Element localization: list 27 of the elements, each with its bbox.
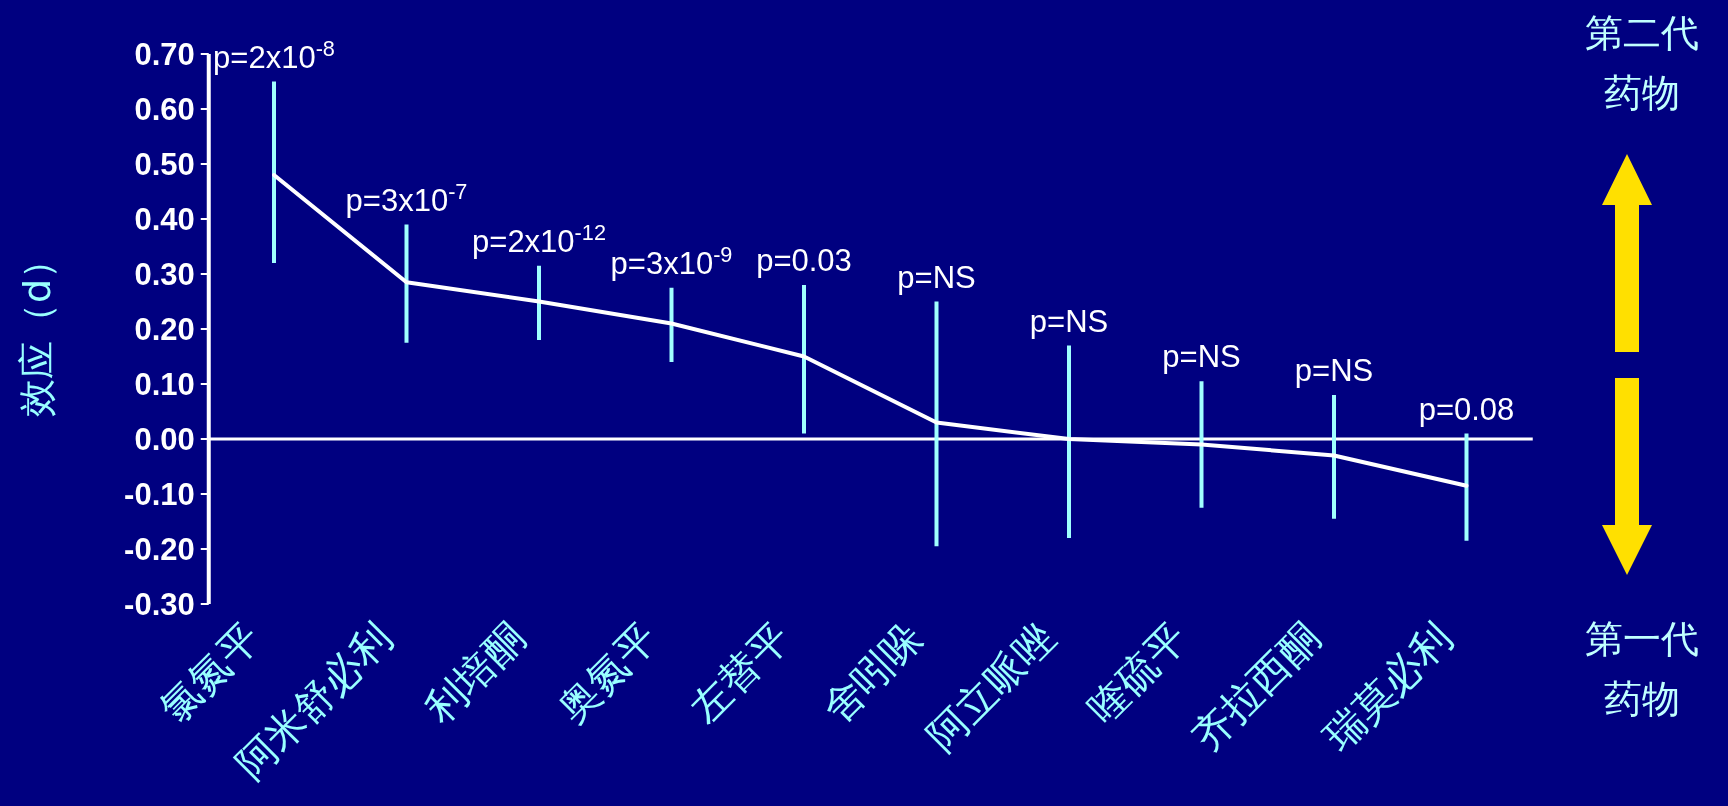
annotation: p=0.08: [1418, 391, 1515, 427]
text: 第二代药物: [1585, 11, 1699, 115]
y-tick-label: 0.00: [134, 422, 195, 457]
annotation: p=3x10$^{-7}$: [345, 178, 468, 218]
x-tick-label: 利培酮: [415, 613, 534, 732]
text: 第一代药物: [1585, 617, 1699, 721]
x-tick-label: 奥氮平: [548, 613, 666, 732]
y-tick-label: 0.10: [134, 367, 195, 402]
annotation: p=NS: [1029, 303, 1109, 339]
y-tick-label: -0.10: [124, 477, 195, 512]
y-tick-label: 0.20: [134, 312, 195, 347]
y-tick-label: 0.70: [134, 37, 195, 72]
y-tick-label: 0.50: [134, 147, 195, 182]
y-tick-label: -0.20: [124, 532, 195, 567]
annotation: p=NS: [897, 259, 976, 295]
y-tick-label: 0.60: [134, 92, 195, 127]
annotation: p=NS: [1294, 353, 1374, 388]
x-tick-label: 左替平: [680, 613, 799, 732]
y-tick-label: -0.30: [124, 587, 195, 622]
y-tick-label: 0.40: [134, 202, 195, 237]
y-axis-title: 效应（d）: [15, 240, 59, 418]
annotation: p=3x10$^{-9}$: [610, 241, 733, 281]
annotation: p=2x10$^{-8}$: [213, 35, 335, 75]
annotation: p=NS: [1162, 339, 1241, 375]
annotation: p=0.03: [756, 243, 852, 278]
annotation: p=2x10$^{-12}$: [472, 219, 606, 259]
y-tick-label: 0.30: [134, 257, 195, 292]
